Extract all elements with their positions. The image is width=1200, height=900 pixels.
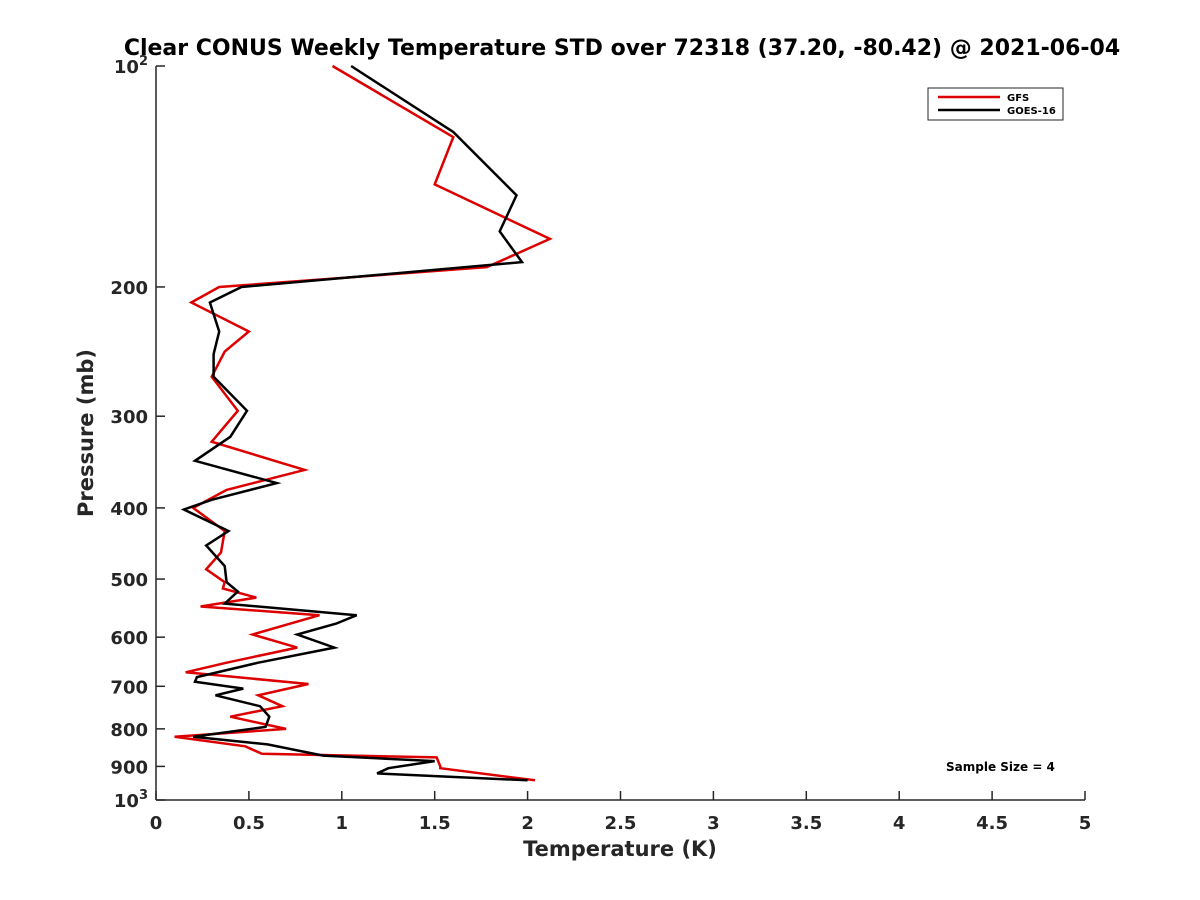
- x-tick-label: 1: [336, 813, 349, 834]
- y-tick-label: 103: [114, 788, 148, 812]
- x-ticks: 0 0.5 1 1.5 2 2.5 3 3.5 4 4.5 5: [150, 791, 1092, 834]
- x-tick-label: 3.5: [790, 813, 822, 834]
- x-tick-label: 4.5: [976, 813, 1008, 834]
- sample-size-annotation: Sample Size = 4: [946, 760, 1055, 774]
- x-tick-label: 1.5: [419, 813, 451, 834]
- y-tick-label: 400: [110, 499, 148, 520]
- x-tick-label: 3: [707, 813, 720, 834]
- legend-label: GOES-16: [1007, 106, 1056, 117]
- legend-label: GFS: [1007, 93, 1029, 104]
- y-tick-label: 500: [110, 570, 148, 591]
- x-axis-label: Temperature (K): [523, 837, 717, 861]
- y-tick-label: 700: [110, 677, 148, 698]
- x-tick-label: 2.5: [605, 813, 637, 834]
- legend-box: [927, 87, 1064, 121]
- x-tick-label: 4: [893, 813, 906, 834]
- plot-area: 0 0.5 1 1.5 2 2.5 3 3.5 4 4.5 5 102 200 300 400 500 600…: [110, 54, 1091, 834]
- chart-title: Clear CONUS Weekly Temperature STD over …: [124, 36, 1120, 61]
- y-tick-label: 300: [110, 407, 148, 428]
- y-ticks: 102 200 300 400 500 600 700 800 900 103: [110, 54, 165, 812]
- y-tick-label: 900: [110, 757, 148, 778]
- x-tick-label: 5: [1079, 813, 1092, 834]
- y-tick-label: 102: [114, 54, 148, 78]
- x-tick-label: 2: [521, 813, 534, 834]
- series-line-goes-16: [180, 64, 528, 782]
- y-tick-label: 800: [110, 720, 148, 741]
- x-tick-label: 0: [150, 813, 163, 834]
- x-tick-label: 0.5: [233, 813, 265, 834]
- y-axis-label: Pressure (mb): [74, 349, 98, 517]
- series-lines: [174, 64, 553, 782]
- y-tick-label: 600: [110, 628, 148, 649]
- y-tick-label: 200: [110, 278, 148, 299]
- legend: GFS GOES-16: [927, 87, 1064, 121]
